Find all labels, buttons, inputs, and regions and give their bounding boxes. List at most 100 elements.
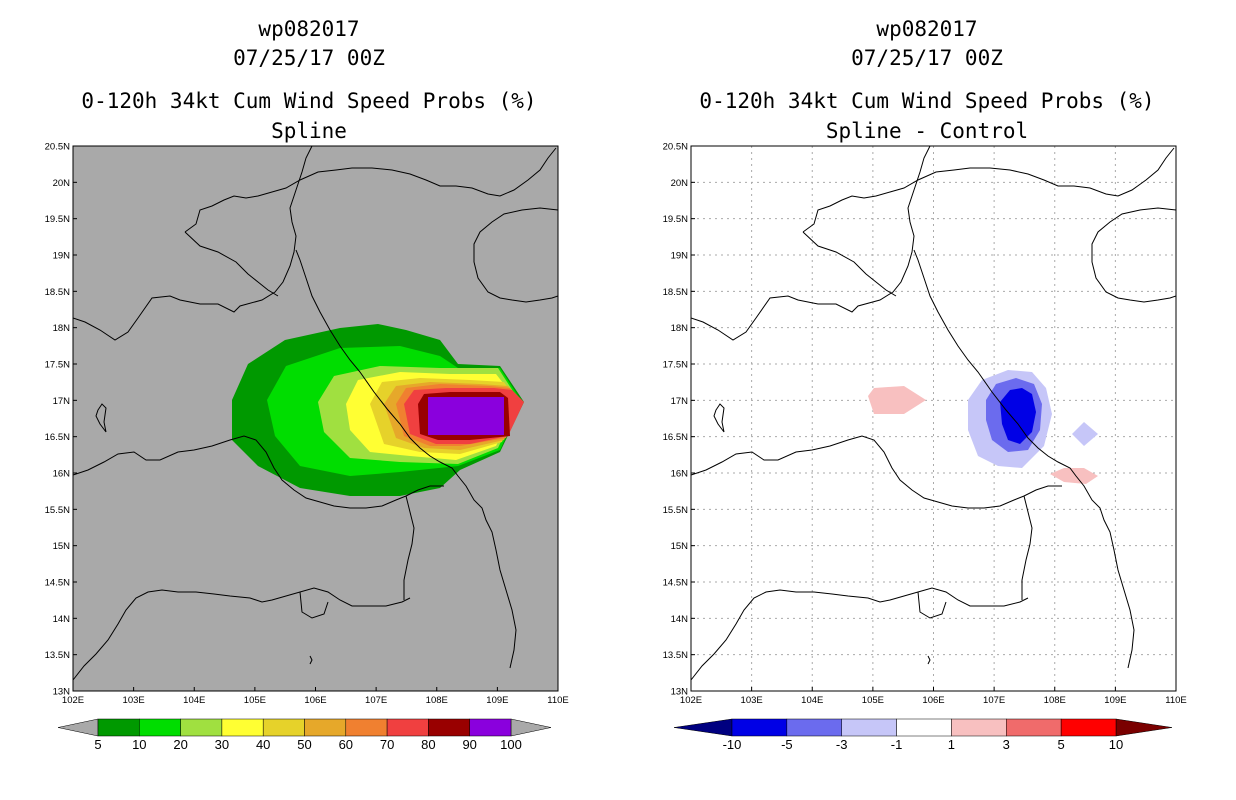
- colorbar-swatch: [951, 718, 1007, 737]
- right-map: 102E 103E 104E 105E 106E 107E 108E 109E 110E 13N 1…: [663, 142, 1187, 753]
- right-coastlines: [691, 146, 1176, 681]
- colorbar-swatch: [97, 718, 140, 737]
- colorbar-swatch: [180, 718, 223, 737]
- y-tick-label: 16.5N: [45, 432, 70, 443]
- colorbar-end-right: [510, 718, 552, 737]
- colorbar-swatch: [896, 718, 952, 737]
- y-tick-label: 19N: [53, 251, 71, 262]
- y-tick-label: 17N: [53, 396, 71, 407]
- x-tick-label: 107E: [365, 695, 387, 706]
- y-tick-label: 17.5N: [45, 360, 70, 371]
- left-panel: wp082017 07/25/17 00Z 0-120h 34kt Cum Wi…: [45, 17, 569, 753]
- diff-positive-blob-west: [868, 386, 926, 414]
- y-tick-label: 18.5N: [45, 287, 70, 298]
- y-tick-label: 16N: [671, 469, 689, 480]
- y-tick-label: 19N: [671, 251, 689, 262]
- colorbar-label: 70: [380, 737, 394, 752]
- colorbar-label: -3: [836, 737, 848, 752]
- colorbar-swatch: [469, 718, 512, 737]
- left-title-subject: Spline: [271, 119, 347, 143]
- y-tick-label: 14N: [53, 614, 71, 625]
- left-title-date: 07/25/17 00Z: [233, 46, 385, 70]
- x-tick-label: 109E: [1104, 695, 1126, 706]
- y-tick-label: 18N: [671, 323, 689, 334]
- left-colorbar: 5 10 20 30 40 50 60 70 80 90 100: [57, 718, 552, 752]
- colorbar-label: 3: [1003, 737, 1010, 752]
- x-tick-label: 105E: [862, 695, 884, 706]
- x-tick-label: 108E: [1044, 695, 1066, 706]
- y-tick-label: 19.5N: [663, 214, 688, 225]
- right-gridlines: [691, 146, 1176, 691]
- colorbar-swatch: [1060, 718, 1117, 737]
- colorbar-swatch: [731, 718, 788, 737]
- x-tick-label: 110E: [547, 695, 568, 706]
- colorbar-label: 30: [215, 737, 229, 752]
- y-tick-label: 14.5N: [45, 578, 70, 589]
- diff-negative-5: [1000, 388, 1036, 444]
- y-tick-label: 18N: [53, 323, 71, 334]
- y-tick-label: 15N: [671, 541, 689, 552]
- colorbar-swatch: [139, 718, 181, 737]
- colorbar-swatch: [1006, 718, 1062, 737]
- right-title-product: 0-120h 34kt Cum Wind Speed Probs (%): [699, 89, 1155, 113]
- colorbar-label: 10: [132, 737, 146, 752]
- x-tick-label: 106E: [304, 695, 326, 706]
- right-title-storm: wp082017: [876, 17, 978, 41]
- x-tick-label: 108E: [426, 695, 448, 706]
- y-tick-label: 13N: [671, 687, 689, 698]
- colorbar-label: 20: [173, 737, 187, 752]
- left-title-product: 0-120h 34kt Cum Wind Speed Probs (%): [81, 89, 537, 113]
- right-axis-ticks: 102E 103E 104E 105E 106E 107E 108E 109E 110E 13N 1…: [663, 142, 1187, 707]
- y-tick-label: 15.5N: [45, 505, 70, 516]
- y-tick-label: 14N: [671, 614, 689, 625]
- x-tick-label: 102E: [62, 695, 84, 706]
- x-tick-label: 110E: [1165, 695, 1186, 706]
- colorbar-label: 5: [94, 737, 101, 752]
- colorbar-label: 40: [256, 737, 270, 752]
- x-tick-label: 103E: [123, 695, 145, 706]
- y-tick-label: 17N: [671, 396, 689, 407]
- y-tick-label: 15.5N: [663, 505, 688, 516]
- colorbar-swatch: [841, 718, 897, 737]
- x-tick-label: 105E: [244, 695, 266, 706]
- colorbar-label: 80: [421, 737, 435, 752]
- x-tick-label: 102E: [680, 695, 702, 706]
- colorbar-swatch: [304, 718, 347, 737]
- left-probability-contours: [232, 324, 524, 496]
- left-map: 102E 103E 104E 105E 106E 107E 108E 109E 110E 13N 1…: [45, 142, 569, 753]
- y-tick-label: 19.5N: [45, 214, 70, 225]
- y-tick-label: 17.5N: [663, 360, 688, 371]
- colorbar-end-left: [673, 718, 733, 737]
- colorbar-label: 10: [1109, 737, 1123, 752]
- colorbar-swatch: [386, 718, 429, 737]
- colorbar-label: -10: [723, 737, 742, 752]
- right-difference-contours: [868, 370, 1098, 484]
- x-tick-label: 106E: [922, 695, 944, 706]
- y-tick-label: 13.5N: [663, 650, 688, 661]
- y-tick-label: 20N: [671, 178, 689, 189]
- colorbar-label: 50: [297, 737, 311, 752]
- y-tick-label: 13.5N: [45, 650, 70, 661]
- right-colorbar: -10 -5 -3 -1 1 3 5 10: [673, 718, 1173, 752]
- colorbar-end-left: [57, 718, 99, 737]
- left-coastlines: [73, 146, 558, 681]
- colorbar-swatch: [428, 718, 470, 737]
- colorbar-label: 100: [500, 737, 522, 752]
- prob-contour-90: [428, 397, 504, 435]
- right-panel: wp082017 07/25/17 00Z 0-120h 34kt Cum Wi…: [618, 0, 1236, 800]
- colorbar-swatch: [262, 718, 305, 737]
- x-tick-label: 107E: [983, 695, 1005, 706]
- y-tick-label: 13N: [53, 687, 71, 698]
- right-title-date: 07/25/17 00Z: [851, 46, 1003, 70]
- x-tick-label: 104E: [801, 695, 823, 706]
- colorbar-label: 5: [1058, 737, 1065, 752]
- y-tick-label: 16.5N: [663, 432, 688, 443]
- y-tick-label: 15N: [53, 541, 71, 552]
- colorbar-label: 90: [462, 737, 476, 752]
- x-tick-label: 104E: [183, 695, 205, 706]
- y-tick-label: 18.5N: [663, 287, 688, 298]
- right-title-subject: Spline - Control: [825, 119, 1029, 143]
- colorbar-label: -5: [781, 737, 793, 752]
- colorbar-label: -1: [891, 737, 903, 752]
- colorbar-swatch: [221, 718, 264, 737]
